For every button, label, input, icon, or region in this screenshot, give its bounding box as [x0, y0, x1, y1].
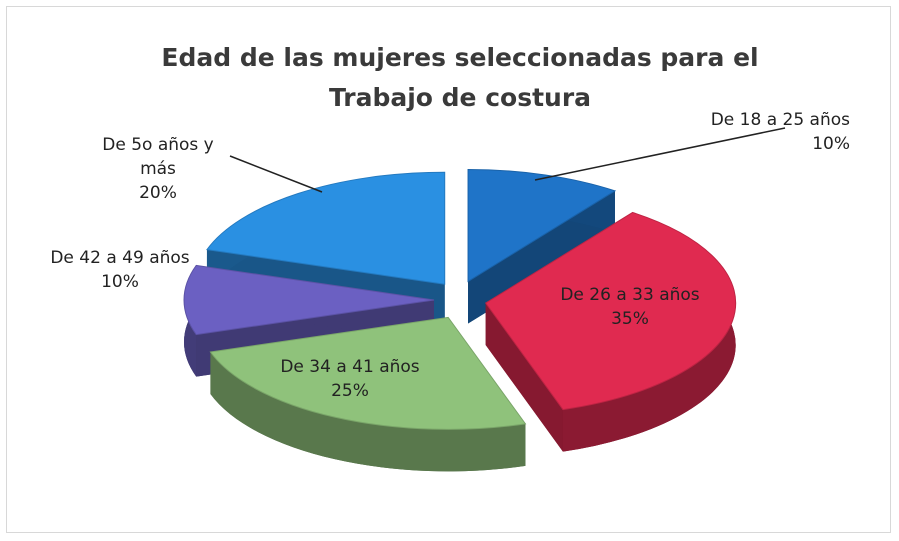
value-label: 10%	[101, 272, 139, 292]
slice	[183, 264, 435, 336]
slice-wall	[485, 303, 563, 452]
slice	[206, 171, 446, 285]
chart-title: Edad de las mujeres seleccionadas para e…	[161, 43, 759, 112]
slice	[209, 316, 527, 430]
category-label: De 18 a 25 años	[710, 110, 850, 130]
data-label: De 26 a 33 años 35%	[530, 283, 730, 331]
slice	[484, 211, 737, 411]
category-label: De 34 a 41 años	[280, 357, 420, 377]
slice-wall	[468, 190, 615, 324]
data-label: De 5o años y más 20%	[88, 133, 228, 205]
chart-frame	[6, 6, 891, 533]
category-label: De 26 a 33 años	[560, 285, 700, 305]
data-label: De 18 a 25 años 10%	[700, 108, 850, 156]
data-label: De 34 a 41 años 25%	[255, 355, 445, 403]
value-label: 35%	[611, 309, 649, 329]
slice-side	[210, 351, 526, 472]
category-label: De 42 a 49 años	[50, 248, 190, 268]
category-label: De 5o años y más	[102, 135, 214, 179]
data-label: De 42 a 49 años 10%	[45, 246, 195, 294]
slice	[467, 168, 617, 283]
value-label: 20%	[139, 183, 177, 203]
value-label: 25%	[331, 381, 369, 401]
leader-line	[534, 127, 786, 181]
leader-line	[229, 155, 323, 193]
value-label: 10%	[812, 134, 850, 154]
